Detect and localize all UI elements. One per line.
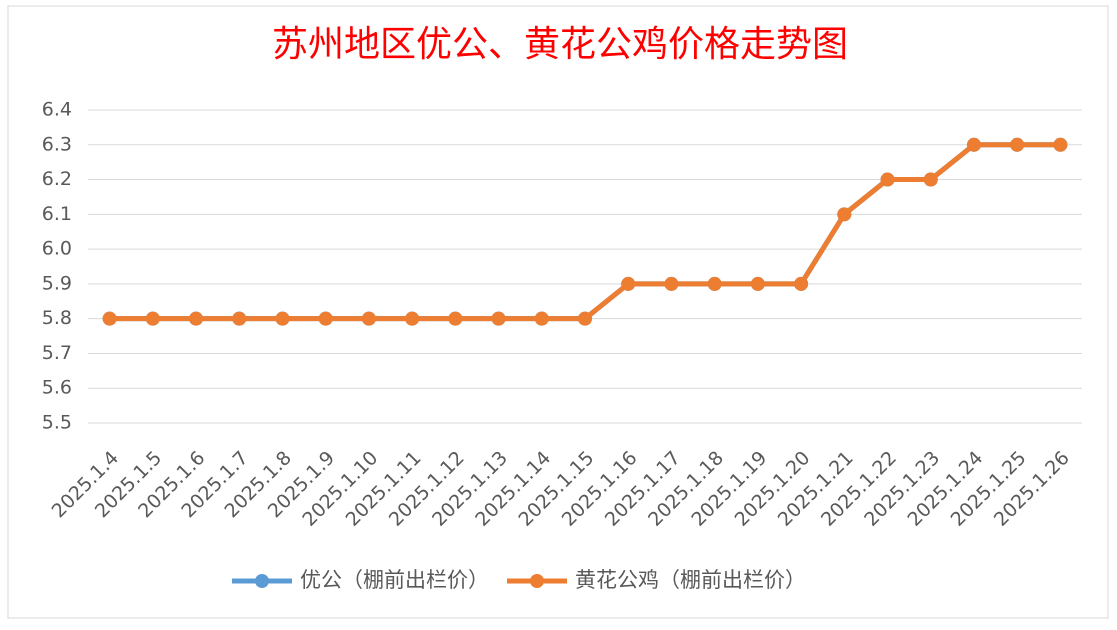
data-point [361, 311, 376, 326]
data-point [318, 311, 333, 326]
y-tick-label: 5.5 [42, 412, 72, 434]
legend-label: 黄花公鸡（棚前出栏价） [575, 568, 806, 592]
y-tick-label: 5.6 [42, 377, 72, 399]
chart-frame [7, 5, 1109, 619]
data-point [275, 311, 290, 326]
data-point [664, 276, 679, 291]
data-point [189, 311, 204, 326]
data-point [102, 311, 117, 326]
data-point [491, 311, 506, 326]
data-point [707, 276, 722, 291]
data-point [750, 276, 765, 291]
data-point [621, 276, 636, 291]
data-point [1010, 137, 1025, 152]
y-tick-label: 6.3 [42, 133, 72, 155]
data-point [966, 137, 981, 152]
data-point [405, 311, 420, 326]
y-tick-label: 6.2 [42, 168, 72, 190]
data-point [448, 311, 463, 326]
y-tick-label: 6.0 [42, 238, 72, 260]
data-point [880, 172, 895, 187]
y-tick-label: 6.1 [42, 203, 72, 225]
legend-marker [255, 574, 269, 588]
data-point [837, 207, 852, 222]
legend-label: 优公（棚前出栏价） [300, 568, 489, 592]
y-tick-label: 5.8 [42, 307, 72, 329]
y-tick-label: 5.9 [42, 272, 72, 294]
data-point [794, 276, 809, 291]
data-point [923, 172, 938, 187]
legend-marker [530, 574, 544, 588]
data-point [1053, 137, 1068, 152]
y-tick-label: 6.4 [42, 99, 72, 121]
data-point [534, 311, 549, 326]
chart-title: 苏州地区优公、黄花公鸡价格走势图 [272, 24, 848, 65]
y-tick-label: 5.7 [42, 342, 72, 364]
data-point [578, 311, 592, 326]
data-point [232, 311, 247, 326]
data-point [145, 311, 160, 326]
